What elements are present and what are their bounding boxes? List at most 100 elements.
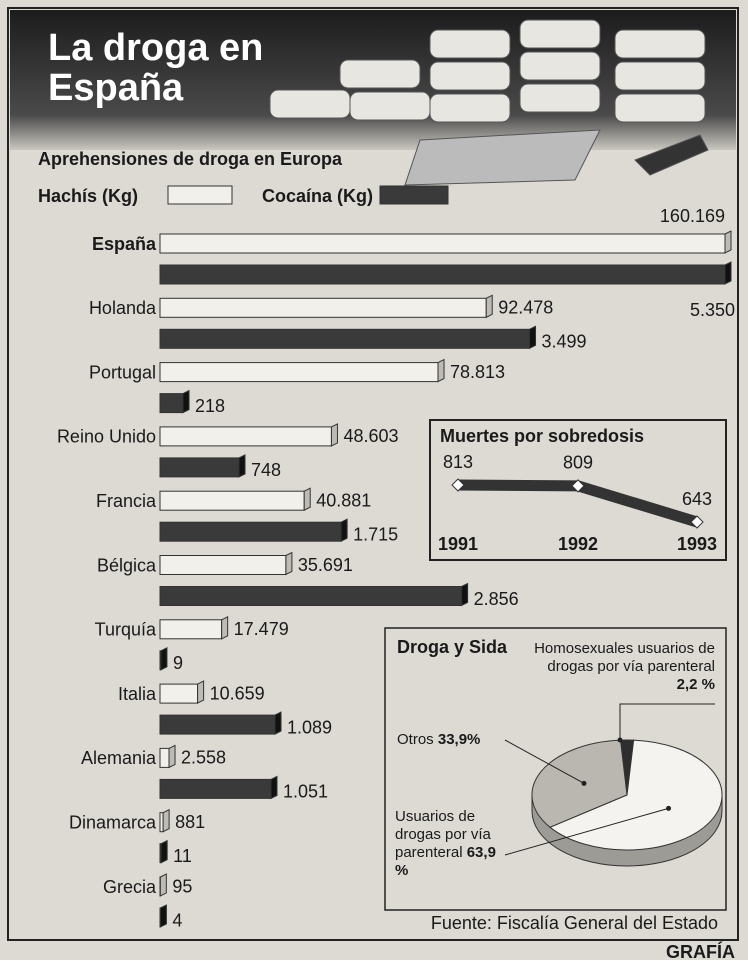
value-label: 2.558 xyxy=(181,748,226,768)
bar-cap xyxy=(222,617,228,639)
value-label: 10.659 xyxy=(210,683,265,703)
bar xyxy=(160,587,462,606)
category-label: Bélgica xyxy=(97,555,157,575)
value-label: 3.499 xyxy=(542,332,587,352)
bar-cap xyxy=(161,648,167,670)
bar xyxy=(160,522,341,541)
bar xyxy=(160,748,169,767)
category-label: Portugal xyxy=(89,362,156,382)
bar xyxy=(160,298,486,317)
bar xyxy=(160,556,286,575)
value-label: 1.089 xyxy=(287,717,332,737)
bar-cap xyxy=(725,262,731,284)
value-label: 4 xyxy=(172,910,182,930)
value-label: 748 xyxy=(251,460,281,480)
chart: Aprehensiones de droga en Europa Hachís … xyxy=(0,0,748,960)
bar-cap xyxy=(169,745,175,767)
bar xyxy=(160,715,275,734)
category-label: Reino Unido xyxy=(57,427,156,447)
legend-swatch xyxy=(168,186,232,204)
value-label: 92.478 xyxy=(498,298,553,318)
bar xyxy=(160,427,331,446)
pie-value-label: 33,9% xyxy=(438,731,481,748)
x-tick-label: 1993 xyxy=(677,534,717,554)
value-label: 1.051 xyxy=(283,782,328,802)
pie-label: Usuarios de drogas por vía parenteral 63… xyxy=(395,808,507,880)
leader-dot xyxy=(618,738,623,743)
bar-cap xyxy=(198,681,204,703)
category-label: Francia xyxy=(96,491,157,511)
value-label: 9 xyxy=(173,653,183,673)
pie-value-label: 2,2 % xyxy=(677,676,715,693)
leader-dot xyxy=(581,781,586,786)
bar-chart-title: Aprehensiones de droga en Europa xyxy=(38,149,343,169)
bar-cap xyxy=(462,584,468,606)
leader-dot xyxy=(666,806,671,811)
bar xyxy=(160,458,239,477)
bar-cap xyxy=(275,712,281,734)
bar-cap xyxy=(163,810,169,832)
pie-category: Homosexuales usuarios de drogas por vía … xyxy=(534,640,715,675)
value-label: 813 xyxy=(443,452,473,472)
legend-label: Hachís (Kg) xyxy=(38,186,138,206)
bar-cap xyxy=(341,519,347,541)
value-label: 643 xyxy=(682,489,712,509)
value-label: 160.169 xyxy=(660,206,725,226)
bar xyxy=(160,265,725,284)
bar xyxy=(160,394,183,413)
pie-chart-title: Droga y Sida xyxy=(397,637,508,657)
category-label: Dinamarca xyxy=(69,812,157,832)
bar-cap xyxy=(438,360,444,382)
value-label: 881 xyxy=(175,812,205,832)
infographic: Aprehensiones de droga en Europa Hachís … xyxy=(0,0,748,960)
bar-cap xyxy=(530,326,536,348)
value-label: 40.881 xyxy=(316,490,371,510)
bar xyxy=(160,329,530,348)
value-label: 48.603 xyxy=(343,426,398,446)
value-label: 5.350 xyxy=(690,300,735,320)
value-label: 35.691 xyxy=(298,555,353,575)
bar-cap xyxy=(271,776,277,798)
bar-cap xyxy=(160,905,166,927)
category-label: Alemania xyxy=(81,748,157,768)
bar xyxy=(160,779,271,798)
pie-category: Otros xyxy=(397,731,434,748)
bar xyxy=(160,363,438,382)
value-label: 11 xyxy=(173,846,192,866)
bar xyxy=(160,684,198,703)
source: Fuente: Fiscalía General del Estado xyxy=(431,913,718,933)
category-label: Italia xyxy=(118,684,157,704)
pie-label: Otros 33,9% xyxy=(397,731,507,749)
value-label: 17.479 xyxy=(234,619,289,639)
value-label: 1.715 xyxy=(353,524,398,544)
bar-cap xyxy=(725,231,731,253)
bar-cap xyxy=(183,391,189,413)
value-label: 78.813 xyxy=(450,362,505,382)
bar-cap xyxy=(161,841,167,863)
line-chart-title: Muertes por sobredosis xyxy=(440,426,644,446)
bar-cap xyxy=(486,295,492,317)
x-tick-label: 1991 xyxy=(438,534,478,554)
bar xyxy=(160,620,222,639)
legend-label: Cocaína (Kg) xyxy=(262,186,373,206)
category-label: Grecia xyxy=(103,877,157,897)
category-label: Turquía xyxy=(95,620,157,640)
credit: GRAFÍA xyxy=(666,941,735,960)
x-tick-label: 1992 xyxy=(558,534,598,554)
bar xyxy=(160,234,725,253)
value-label: 2.856 xyxy=(474,589,519,609)
bar-cap xyxy=(286,553,292,575)
category-label: Holanda xyxy=(89,298,157,318)
page-title: La droga en España xyxy=(48,28,268,108)
bar-cap xyxy=(331,424,337,446)
value-label: 809 xyxy=(563,453,593,473)
category-label: España xyxy=(92,234,157,254)
legend-swatch xyxy=(380,186,448,204)
value-label: 95 xyxy=(172,876,192,896)
bar-cap xyxy=(160,874,166,896)
value-label: 218 xyxy=(195,396,225,416)
pie-label: Homosexuales usuarios de drogas por vía … xyxy=(525,640,715,694)
bar xyxy=(160,491,304,510)
bar-cap xyxy=(304,488,310,510)
bar-cap xyxy=(239,455,245,477)
